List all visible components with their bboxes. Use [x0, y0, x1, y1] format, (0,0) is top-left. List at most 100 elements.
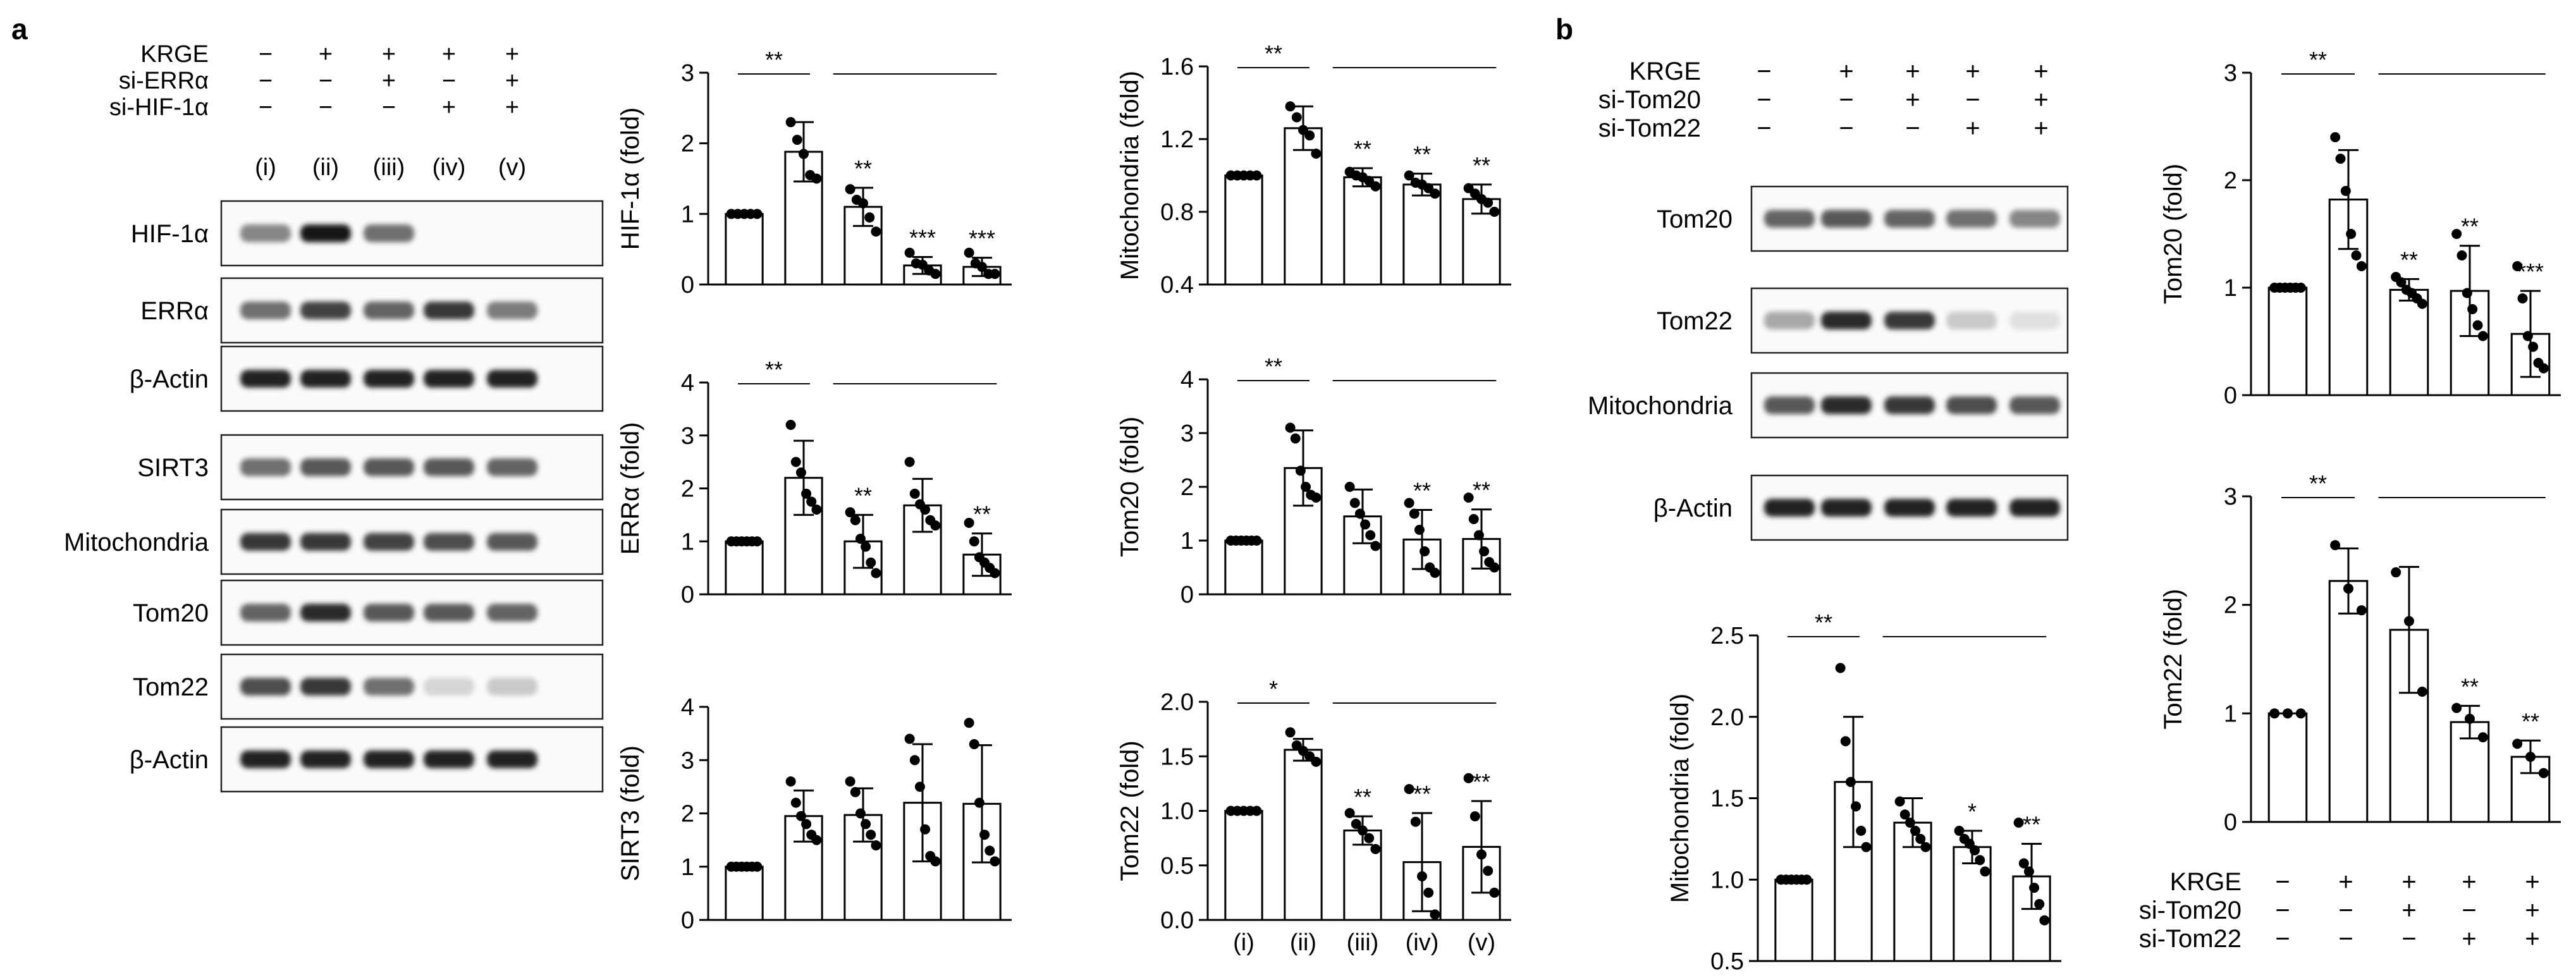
blot-row: Mitochondria	[1588, 372, 2069, 439]
data-point	[2283, 708, 2293, 719]
data-point	[964, 247, 974, 258]
blot-band	[1884, 312, 1935, 329]
significance-mark: **	[1265, 40, 1282, 66]
data-point	[1970, 845, 1980, 855]
significance-mark: **	[2461, 214, 2479, 240]
blot-label: HIF-1α	[131, 220, 209, 248]
treatment-label: KRGE	[2170, 868, 2242, 896]
bar	[725, 540, 764, 596]
significance-mark: **	[854, 156, 872, 181]
treatment-sign: +	[2462, 925, 2476, 953]
bar	[2267, 712, 2308, 823]
data-point	[979, 830, 990, 840]
blot-row: HIF-1α	[131, 200, 604, 267]
data-point	[2295, 283, 2306, 293]
data-point	[964, 718, 974, 728]
y-tick-label: 2.0	[1710, 704, 1744, 731]
treatment-sign: −	[1757, 86, 1771, 114]
blot-band	[1821, 312, 1872, 329]
y-tick-label: 1	[2224, 701, 2237, 727]
blot-row: Tom20	[133, 579, 604, 646]
data-point	[861, 819, 871, 830]
data-point	[1404, 498, 1414, 508]
blot-band	[300, 458, 351, 476]
data-point	[909, 488, 920, 499]
y-tick-label: 4	[1181, 367, 1194, 393]
treatment-sign: +	[2525, 868, 2539, 896]
data-point	[811, 835, 822, 845]
blot-band	[1884, 499, 1935, 517]
treatment-sign: −	[1905, 114, 1920, 142]
significance-mark: **	[1413, 478, 1431, 504]
data-point	[1295, 465, 1306, 476]
data-point	[2018, 858, 2029, 869]
blot-band	[424, 533, 474, 551]
data-point	[2039, 915, 2050, 926]
panel-a-blots: HIF-1α ERRα β-Actin SIRT3 Mitochondria Tom20 T…	[64, 200, 604, 793]
significance-mark: **	[1473, 477, 1490, 503]
treatment-label: KRGE	[1629, 58, 1701, 85]
data-point	[1489, 887, 1500, 898]
blot-band	[364, 224, 414, 242]
data-point	[1301, 482, 1311, 492]
bar	[1774, 878, 1813, 962]
x-tick-label: (i)	[1233, 929, 1254, 956]
y-tick-label: 3	[1181, 420, 1194, 447]
blot-band	[300, 224, 351, 242]
data-point	[1410, 816, 1421, 827]
treatment-sign: +	[1839, 58, 1853, 85]
treatment-sign: −	[259, 68, 273, 94]
data-point	[1365, 530, 1376, 541]
blot-band	[1821, 396, 1872, 414]
treatment-sign: −	[2275, 897, 2290, 924]
panel-b-label: b	[1555, 13, 1573, 46]
blot-row: Tom22	[133, 653, 604, 720]
data-point	[2356, 605, 2367, 616]
panel-a-treatment-table: KRGE − + + + +si-ERRα − − + − +si-HIF-1α − − − + +	[109, 41, 519, 121]
blot-band	[300, 533, 351, 551]
y-axis-label: Tom22 (fold)	[2159, 589, 2187, 729]
y-tick-label: 3	[2224, 60, 2237, 87]
significance-mark: **	[2400, 247, 2418, 273]
y-tick-label: 1.2	[1160, 126, 1194, 153]
data-point	[1285, 727, 1296, 738]
significance-mark: **	[1473, 769, 1490, 795]
data-point	[2512, 261, 2523, 271]
data-point	[1251, 536, 1262, 546]
data-point	[2335, 154, 2346, 164]
panel-b-bottom-treatment-table: KRGE − + + + +si-Tom20− − + − +si-Tom22− − − + +	[2139, 868, 2540, 953]
blot-band	[1946, 499, 1997, 517]
significance-mark: ***	[2517, 259, 2544, 285]
treatment-label: si-ERRα	[119, 68, 209, 94]
data-point	[920, 505, 931, 515]
data-point	[864, 212, 875, 223]
bar	[1343, 176, 1382, 286]
data-point	[1469, 811, 1480, 822]
data-point	[811, 173, 822, 184]
data-point	[909, 755, 920, 766]
data-point	[2396, 277, 2407, 288]
data-point	[1349, 498, 1360, 508]
panel-a: a KRGE − + + + +si-ERRα − − + − +si-HIF-1α − − − + + (i…	[11, 13, 604, 793]
y-axis-label: HIF-1α (fold)	[616, 107, 644, 250]
data-point	[2512, 738, 2523, 749]
treatment-sign: −	[2275, 925, 2290, 953]
treatment-label: KRGE	[140, 41, 209, 68]
y-tick-label: 0	[2224, 809, 2237, 836]
blot-band	[1764, 210, 1815, 228]
lane-label: (iii)	[373, 154, 405, 181]
y-tick-label: 0	[681, 907, 694, 934]
data-point	[1479, 546, 1490, 556]
y-tick-label: 1.0	[1160, 799, 1194, 825]
significance-mark: **	[2023, 812, 2040, 838]
y-axis-label: Tom22 (fold)	[1116, 740, 1144, 881]
treatment-sign: −	[1757, 58, 1771, 85]
data-point	[1899, 809, 1910, 820]
treatment-label: si-Tom20	[2139, 897, 2242, 924]
data-point	[795, 811, 806, 821]
significance-mark: **	[765, 357, 783, 383]
treatment-sign: +	[442, 41, 456, 68]
y-tick-label: 2	[681, 801, 694, 828]
data-point	[930, 520, 941, 531]
data-point	[845, 507, 856, 518]
